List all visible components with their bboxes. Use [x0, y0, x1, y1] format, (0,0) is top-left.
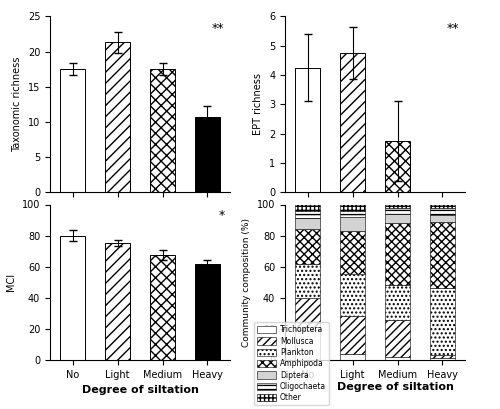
Bar: [430, 216, 455, 222]
Bar: [60, 69, 85, 192]
Bar: [340, 274, 365, 317]
Bar: [430, 355, 455, 358]
Bar: [150, 69, 175, 192]
Bar: [295, 298, 320, 330]
Bar: [295, 67, 320, 192]
Bar: [340, 231, 365, 274]
Bar: [430, 208, 455, 216]
Bar: [295, 229, 320, 263]
Bar: [295, 204, 320, 211]
Bar: [430, 204, 455, 208]
Bar: [340, 53, 365, 192]
Bar: [340, 354, 365, 360]
Bar: [430, 288, 455, 355]
Bar: [385, 223, 410, 285]
Bar: [105, 43, 130, 192]
X-axis label: Degree of siltation: Degree of siltation: [82, 385, 198, 395]
Bar: [340, 317, 365, 354]
Bar: [295, 330, 320, 360]
Bar: [430, 222, 455, 288]
Y-axis label: Community composition (%): Community composition (%): [242, 218, 252, 347]
Bar: [195, 117, 220, 192]
Text: *: *: [218, 209, 224, 222]
Text: **: **: [447, 22, 460, 35]
Bar: [385, 208, 410, 214]
Bar: [385, 214, 410, 223]
Bar: [430, 358, 455, 360]
Bar: [105, 243, 130, 360]
Bar: [195, 264, 220, 360]
Bar: [340, 211, 365, 217]
Y-axis label: MCI: MCI: [6, 273, 16, 291]
Bar: [295, 211, 320, 218]
Y-axis label: EPT richness: EPT richness: [254, 73, 264, 135]
Legend: Trichoptera, Mollusca, Plankton, Amphipoda, Diptera, Oligochaeta, Other: Trichoptera, Mollusca, Plankton, Amphipo…: [254, 322, 329, 405]
Y-axis label: Taxonomic richness: Taxonomic richness: [12, 56, 22, 152]
Bar: [385, 319, 410, 357]
Bar: [340, 204, 365, 211]
Bar: [385, 204, 410, 208]
Bar: [295, 218, 320, 229]
Bar: [385, 285, 410, 319]
Text: Degree of siltation: Degree of siltation: [336, 382, 454, 391]
Bar: [340, 217, 365, 231]
Bar: [150, 255, 175, 360]
Bar: [385, 357, 410, 360]
Bar: [60, 236, 85, 360]
Bar: [295, 263, 320, 298]
Text: **: **: [212, 22, 224, 35]
Bar: [385, 141, 410, 192]
